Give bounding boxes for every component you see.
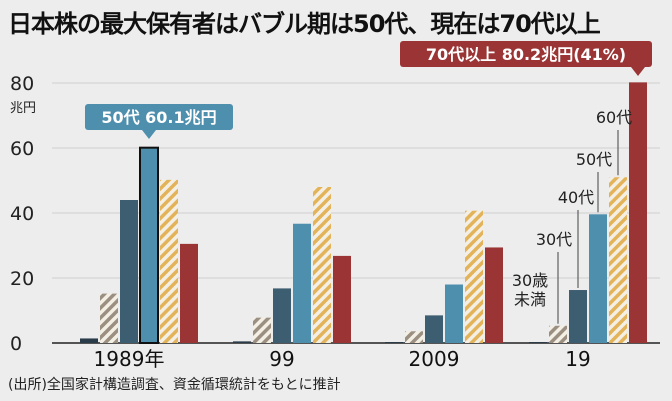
bar-3-5 — [629, 82, 647, 343]
bar-3-3 — [589, 214, 607, 343]
x-tick-label: 2009 — [409, 347, 460, 371]
bar-1-3 — [293, 223, 311, 343]
bar-0-2 — [120, 200, 138, 343]
bar-2-3 — [445, 284, 463, 343]
chart-title: 日本株の最大保有者はバブル期は50代、現在は70代以上 — [8, 10, 601, 38]
bar-2-1 — [405, 331, 423, 343]
bar-2-2 — [425, 315, 443, 343]
callout-box — [400, 41, 652, 67]
bar-0-0 — [80, 338, 98, 343]
bar-0-1 — [100, 293, 118, 343]
bar-1-0 — [233, 341, 251, 343]
callout-pointer — [142, 130, 156, 139]
bar-3-1 — [549, 325, 567, 343]
bar-0-4 — [160, 179, 178, 343]
bar-3-4 — [609, 177, 627, 343]
y-tick-label: 80 — [10, 73, 34, 95]
bar-1-1 — [253, 317, 271, 343]
bar-2-5 — [485, 247, 503, 343]
y-axis-unit: 兆円 — [10, 101, 36, 116]
x-tick-label: 19 — [565, 347, 590, 371]
x-tick-label: 99 — [269, 347, 294, 371]
y-tick-label: 20 — [10, 268, 34, 290]
y-tick-label: 40 — [10, 203, 34, 225]
series-label: 30代 — [536, 230, 572, 249]
bar-1-2 — [273, 288, 291, 343]
bar-1-5 — [333, 255, 351, 343]
y-tick-label: 60 — [10, 138, 34, 160]
callout-text: 70代以上 80.2兆円(41%) — [426, 45, 626, 64]
bar-3-0 — [529, 342, 547, 343]
bar-0-3 — [139, 146, 159, 344]
bar-2-4 — [465, 210, 483, 343]
callout-pointer — [631, 67, 645, 76]
source-note: (出所)全国家計構造調査、資金循環統計をもとに推計 — [8, 377, 341, 393]
bar-3-2 — [569, 290, 587, 343]
callout-box — [85, 104, 233, 130]
callout-text: 50代 60.1兆円 — [101, 108, 216, 127]
bar-2-0 — [385, 342, 403, 343]
series-label: 未満 — [514, 290, 546, 309]
series-label: 40代 — [558, 188, 594, 207]
series-label: 50代 — [576, 150, 612, 169]
series-label: 60代 — [596, 108, 632, 127]
x-tick-label: 1989年 — [94, 347, 165, 371]
bar-1-4 — [313, 187, 331, 343]
series-label: 30歳 — [512, 271, 548, 290]
bar-0-5 — [180, 243, 198, 343]
y-tick-label: 0 — [10, 333, 22, 355]
